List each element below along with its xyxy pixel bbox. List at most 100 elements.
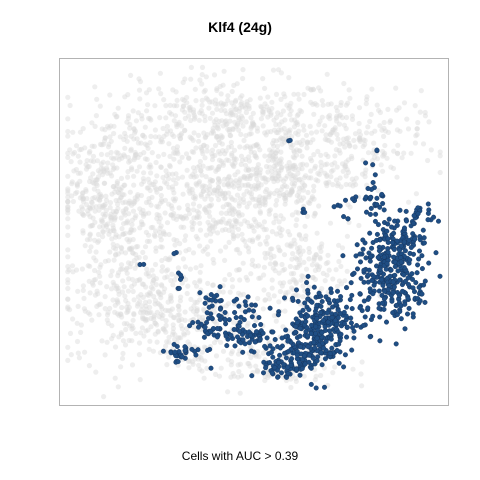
cell-point <box>230 232 236 238</box>
cell-point <box>338 99 344 106</box>
cell-point <box>172 332 178 338</box>
cell-point <box>244 204 250 210</box>
cell-point <box>83 187 89 193</box>
cell-point <box>275 178 281 184</box>
cell-point <box>297 185 303 191</box>
cell-point <box>204 244 210 250</box>
cell-point <box>65 254 71 260</box>
highlighted-cell-point <box>433 250 439 256</box>
cell-point <box>137 151 143 158</box>
cell-point <box>269 175 275 182</box>
cell-point <box>309 262 315 268</box>
cell-point <box>155 204 161 210</box>
cell-point <box>235 183 241 189</box>
highlighted-cell-point <box>374 231 380 237</box>
cell-point <box>189 226 196 232</box>
cell-point <box>270 265 276 271</box>
cell-point <box>212 152 218 158</box>
highlighted-cell-point <box>305 287 311 293</box>
cell-point <box>127 323 133 329</box>
cell-point <box>270 148 276 154</box>
cell-point <box>125 300 131 307</box>
cell-point <box>118 244 124 250</box>
cell-point <box>296 260 302 266</box>
cell-point <box>97 280 103 286</box>
cell-point <box>220 216 226 222</box>
cell-point <box>125 169 131 175</box>
cell-point <box>244 323 250 329</box>
cell-point <box>131 198 137 205</box>
cell-point <box>242 105 249 111</box>
cell-point <box>156 212 162 218</box>
cell-point <box>140 316 146 322</box>
cell-point <box>311 152 317 158</box>
cell-point <box>334 183 340 189</box>
cell-point <box>200 188 206 194</box>
highlighted-cell-point <box>276 360 282 366</box>
cell-point <box>333 147 339 153</box>
cell-point <box>196 203 202 209</box>
cell-point <box>239 93 245 99</box>
cell-point <box>123 134 129 140</box>
cell-point <box>342 144 348 150</box>
cell-point <box>332 153 338 159</box>
cell-point <box>168 312 174 318</box>
highlighted-cell-point <box>334 348 340 354</box>
highlighted-cell-point <box>303 319 309 325</box>
cell-point <box>246 361 252 367</box>
cell-point <box>295 111 301 117</box>
cell-point <box>65 296 71 302</box>
cell-point <box>356 105 363 111</box>
cell-point <box>284 184 290 190</box>
cell-point <box>278 213 284 219</box>
cell-point <box>180 215 186 221</box>
cell-point <box>136 254 142 261</box>
cell-point <box>113 246 119 252</box>
cell-point <box>225 180 231 187</box>
cell-point <box>114 283 120 289</box>
cell-point <box>157 70 163 76</box>
cell-point <box>325 114 331 120</box>
highlighted-cell-point <box>316 342 322 348</box>
cell-point <box>225 301 232 307</box>
cell-point <box>408 150 414 156</box>
cell-point <box>230 112 236 118</box>
cell-point <box>223 303 229 309</box>
cell-point <box>142 124 148 130</box>
cell-point <box>307 200 313 206</box>
cell-point <box>297 176 303 182</box>
cell-point <box>371 140 377 146</box>
cell-point <box>191 130 197 136</box>
cell-point <box>256 200 262 206</box>
cell-point <box>69 179 75 185</box>
cell-point <box>99 219 105 225</box>
cell-point <box>202 358 208 364</box>
cell-point <box>212 371 219 377</box>
cell-point <box>249 257 256 263</box>
cell-point <box>233 218 239 224</box>
cell-point <box>304 140 310 146</box>
cell-point <box>269 285 275 291</box>
cell-point <box>219 227 225 233</box>
cell-point <box>65 304 71 310</box>
highlighted-cell-point <box>381 254 387 260</box>
cell-point <box>226 207 232 214</box>
cell-point <box>207 179 213 185</box>
cell-point <box>279 283 285 289</box>
cell-point <box>216 176 222 183</box>
cell-point <box>244 176 250 182</box>
highlighted-cell-point <box>260 330 266 336</box>
highlighted-cell-point <box>224 343 230 349</box>
cell-point <box>316 203 322 209</box>
cell-point <box>241 192 247 198</box>
cell-point <box>288 100 294 106</box>
cell-point <box>118 215 124 221</box>
highlighted-cell-point <box>313 331 319 337</box>
cell-point <box>324 137 330 143</box>
cell-point <box>140 213 147 219</box>
cell-point <box>422 109 428 116</box>
cell-point <box>229 205 235 211</box>
cell-point <box>255 348 261 355</box>
highlighted-cell-point <box>374 237 380 243</box>
cell-point <box>250 123 256 129</box>
